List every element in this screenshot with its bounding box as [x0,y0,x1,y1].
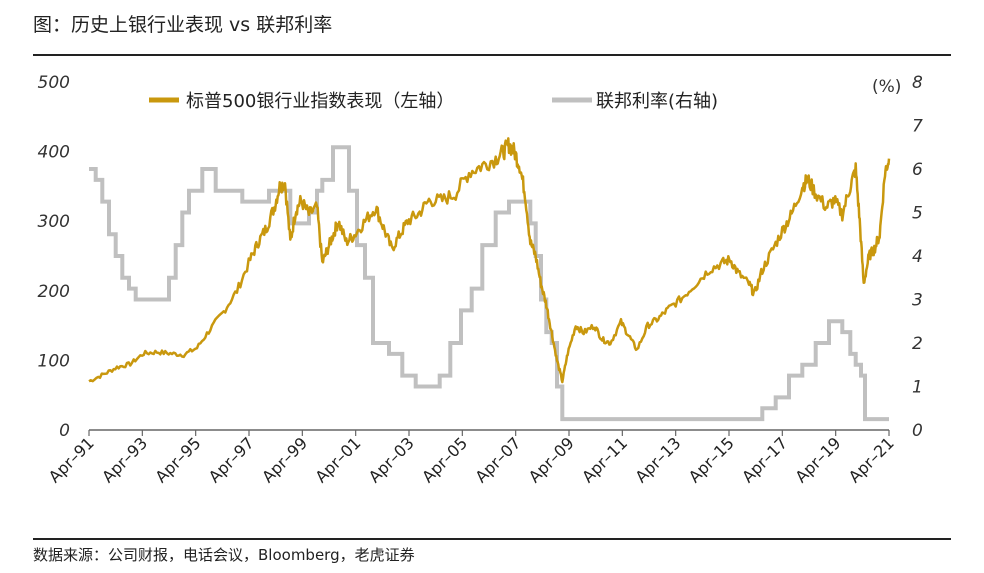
x-tick-label: Apr–05 [418,433,471,486]
x-tick-label: Apr–15 [685,433,738,486]
y-right-tick-label: 3 [912,291,923,311]
y-left-ticks: 0 100 200 300 400 500 [38,73,70,441]
y-right-tick-label: 0 [912,421,923,441]
series-line-bank-index [88,137,891,384]
x-tick-label: Apr–01 [311,433,364,486]
x-tick-label: Apr–99 [258,433,311,486]
top-divider [33,54,951,56]
y-right-tick-label: 1 [912,378,923,398]
legend: 标普500银行业指数表现（左轴） 联邦利率(右轴) [149,91,718,112]
y-right-tick-label: 4 [912,247,923,267]
y-right-tick-label: 5 [912,204,923,224]
x-tick-label: Apr–11 [578,433,631,486]
y-left-tick-label: 500 [38,73,70,93]
x-tick-label: Apr–13 [631,433,684,486]
x-tick-label: Apr–07 [471,433,524,486]
y-left-tick-label: 0 [59,421,70,441]
source-note: 数据来源：公司财报，电话会议，Bloomberg，老虎证券 [33,546,415,564]
y-left-tick-label: 200 [38,282,70,302]
x-tick-label: Apr–19 [791,433,844,486]
x-tick-label: Apr–21 [845,433,898,486]
y-left-tick-label: 100 [38,351,70,371]
x-tick-label: Apr–09 [525,433,578,486]
x-tick-label: Apr–97 [205,433,258,486]
y-right-ticks: 0 1 2 3 4 5 6 7 8 [912,73,923,441]
x-tick-label: Apr–93 [98,433,151,486]
page-title: 图：历史上银行业表现 vs 联邦利率 [33,14,333,36]
series-line-fed-rate [89,145,889,422]
legend-label-fed: 联邦利率(右轴) [596,91,718,112]
x-tick-label: Apr–95 [151,433,204,486]
y-left-tick-label: 300 [38,212,70,232]
y-left-tick-label: 400 [38,143,70,163]
bottom-divider [33,538,951,540]
x-tick-label: Apr–91 [45,433,98,486]
y-right-tick-label: 2 [912,334,923,354]
x-tick-label: Apr–03 [365,433,418,486]
y-right-tick-label: 7 [912,117,923,137]
y-right-tick-label: 6 [912,160,923,180]
legend-label-bank: 标普500银行业指数表现（左轴） [186,91,454,112]
y-right-tick-label: 8 [912,73,923,93]
x-ticks: Apr–91 Apr–93 Apr–95 Apr–97 Apr–99 Apr–01 Apr–… [45,430,898,486]
right-axis-unit: (%) [872,77,901,97]
x-tick-label: Apr–17 [738,433,791,486]
